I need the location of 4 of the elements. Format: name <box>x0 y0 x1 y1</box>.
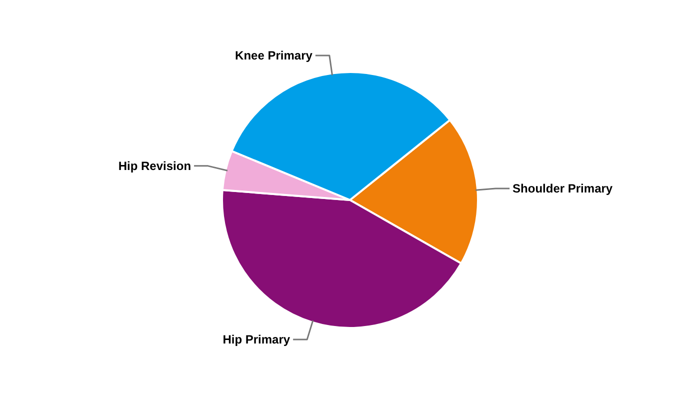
slice-label: Shoulder Primary <box>512 182 613 196</box>
slice-label: Knee Primary <box>235 48 313 62</box>
slice-label: Hip Primary <box>222 332 290 347</box>
slice-label: Hip Revision <box>118 158 192 173</box>
